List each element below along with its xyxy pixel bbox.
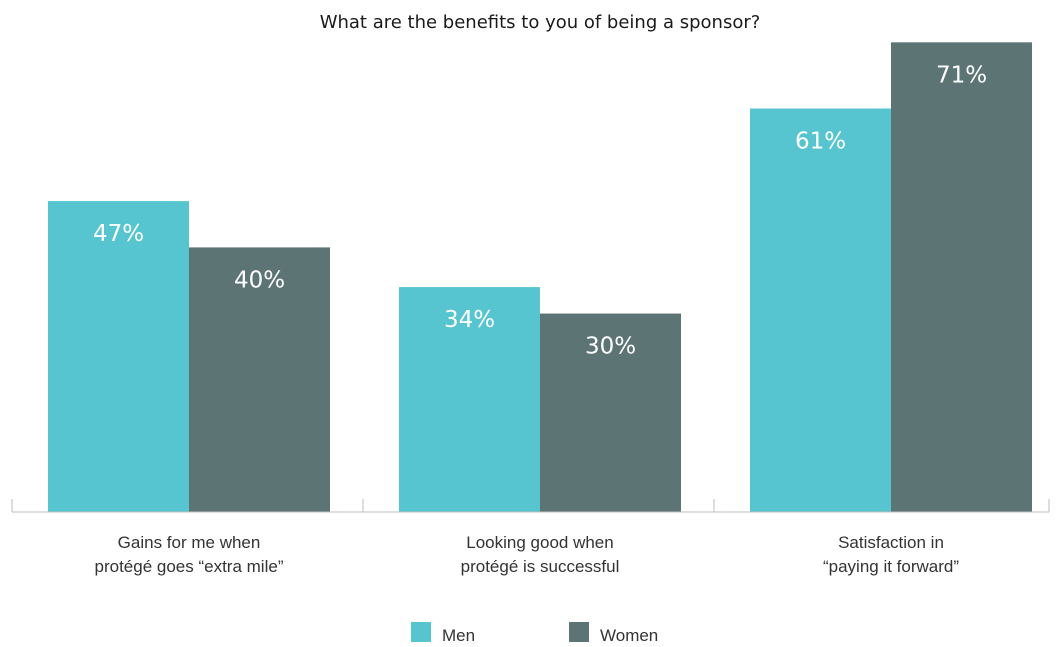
value-label-women-3: 71% — [936, 62, 987, 88]
bar-women-1 — [189, 247, 330, 512]
category-label-2-line-1: Looking good when — [466, 533, 613, 552]
legend-label-women: Women — [600, 626, 658, 645]
value-label-women-1: 40% — [234, 267, 285, 293]
category-label-3-line-1: Satisfaction in — [838, 533, 944, 552]
bar-men-1 — [48, 201, 189, 512]
bar-women-2 — [540, 313, 681, 512]
bar-men-3 — [750, 108, 891, 513]
value-label-men-2: 34% — [444, 307, 495, 333]
value-label-men-3: 61% — [795, 128, 846, 154]
bar-women-3 — [891, 42, 1032, 513]
legend-label-men: Men — [442, 626, 475, 645]
x-axis-ticks — [11, 499, 1050, 512]
category-label-3-line-2: “paying it forward” — [823, 557, 959, 576]
legend: Men Women — [411, 622, 658, 645]
bar-men-2 — [399, 287, 540, 512]
value-label-men-1: 47% — [93, 221, 144, 247]
category-labels: Gains for me when protégé goes “extra mil… — [95, 533, 960, 576]
legend-swatch-men — [411, 622, 431, 642]
category-label-2-line-2: protégé is successful — [461, 557, 620, 576]
legend-swatch-women — [569, 622, 589, 642]
chart-title: What are the benefits to you of being a … — [320, 12, 761, 33]
value-label-women-2: 30% — [585, 334, 636, 360]
bars-layer: 47% 40% 34% 30% 61% 71% — [48, 42, 1032, 513]
category-label-1-line-2: protégé goes “extra mile” — [95, 557, 284, 576]
category-label-1-line-1: Gains for me when — [118, 533, 261, 552]
